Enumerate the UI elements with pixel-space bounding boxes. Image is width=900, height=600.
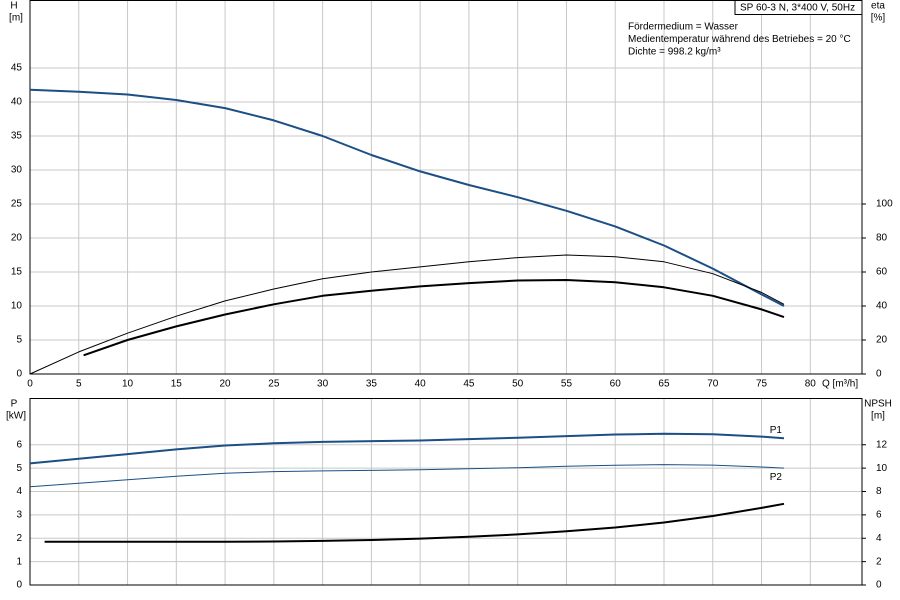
curve-label: P1 bbox=[770, 425, 783, 436]
y2-tick-label: 40 bbox=[876, 301, 888, 312]
y-tick-label: 5 bbox=[16, 335, 22, 346]
curve bbox=[29, 88, 785, 307]
x-tick-label: 50 bbox=[512, 379, 524, 390]
x-tick-label: 75 bbox=[756, 379, 768, 390]
x-tick-label: 30 bbox=[317, 379, 329, 390]
x-tick-label: 80 bbox=[805, 379, 817, 390]
x-tick-label: 5 bbox=[76, 379, 82, 390]
y2-tick-label: 0 bbox=[876, 580, 882, 591]
curve bbox=[29, 254, 785, 375]
y-tick-label: 35 bbox=[11, 131, 23, 142]
y2-tick-label: 0 bbox=[876, 369, 882, 380]
y2-tick-label: 8 bbox=[876, 486, 882, 497]
curve bbox=[29, 432, 785, 465]
y-tick-label: 15 bbox=[11, 267, 23, 278]
y-tick-label: 2 bbox=[16, 533, 22, 544]
y-tick-label: 45 bbox=[11, 63, 23, 74]
y-tick-label: 0 bbox=[16, 580, 22, 591]
y-tick-label: 6 bbox=[16, 439, 22, 450]
curve bbox=[44, 502, 785, 543]
plot-frame bbox=[29, 0, 863, 375]
x-tick-label: 35 bbox=[366, 379, 378, 390]
y-axis-label: P bbox=[11, 399, 18, 410]
y-tick-label: 10 bbox=[11, 301, 23, 312]
y-tick-label: 30 bbox=[11, 165, 23, 176]
x-tick-label: 70 bbox=[707, 379, 719, 390]
y-axis-unit: [m] bbox=[9, 13, 23, 24]
y-tick-label: 5 bbox=[16, 463, 22, 474]
x-tick-label: 60 bbox=[610, 379, 622, 390]
y2-tick-label: 60 bbox=[876, 267, 888, 278]
y-tick-label: 3 bbox=[16, 510, 22, 521]
curve bbox=[29, 464, 785, 488]
title-box bbox=[734, 0, 863, 15]
y-tick-label: 40 bbox=[11, 97, 23, 108]
x-tick-label: 20 bbox=[220, 379, 232, 390]
plot-frame bbox=[29, 398, 863, 586]
x-tick-label: 55 bbox=[561, 379, 573, 390]
x-tick-label: 45 bbox=[463, 379, 475, 390]
y-axis-label: H bbox=[10, 1, 17, 12]
x-tick-label: 10 bbox=[122, 379, 134, 390]
annotation: Medientemperatur während des Betriebes =… bbox=[628, 34, 851, 45]
y-tick-label: 1 bbox=[16, 556, 22, 567]
annotation: Fördermedium = Wasser bbox=[628, 22, 739, 33]
y-tick-label: 4 bbox=[16, 486, 22, 497]
y2-tick-label: 10 bbox=[876, 463, 888, 474]
curve-label: P2 bbox=[770, 472, 783, 483]
y2-tick-label: 12 bbox=[876, 439, 888, 450]
y2-tick-label: 20 bbox=[876, 335, 888, 346]
y2-axis-label: NPSH bbox=[864, 399, 892, 410]
y-tick-label: 0 bbox=[16, 369, 22, 380]
y2-tick-label: 2 bbox=[876, 556, 882, 567]
curve bbox=[83, 279, 785, 357]
x-tick-label: 65 bbox=[658, 379, 670, 390]
x-tick-label: 25 bbox=[268, 379, 280, 390]
y2-tick-label: 80 bbox=[876, 233, 888, 244]
x-axis-label: Q [m³/h] bbox=[822, 379, 858, 390]
x-tick-label: 0 bbox=[27, 379, 33, 390]
y2-tick-label: 100 bbox=[876, 199, 893, 210]
annotation: Dichte = 998.2 kg/m³ bbox=[628, 47, 721, 58]
y2-tick-label: 4 bbox=[876, 533, 882, 544]
chart-title: SP 60-3 N, 3*400 V, 50Hz bbox=[740, 3, 855, 14]
y2-axis-unit: [%] bbox=[871, 13, 886, 24]
y-axis-unit: [kW] bbox=[6, 411, 26, 422]
y2-axis-label: eta bbox=[871, 1, 885, 12]
x-tick-label: 40 bbox=[415, 379, 427, 390]
y-tick-label: 20 bbox=[11, 233, 23, 244]
y-tick-label: 25 bbox=[11, 199, 23, 210]
y2-tick-label: 6 bbox=[876, 510, 882, 521]
x-tick-label: 15 bbox=[171, 379, 183, 390]
y2-axis-unit: [m] bbox=[871, 411, 885, 422]
